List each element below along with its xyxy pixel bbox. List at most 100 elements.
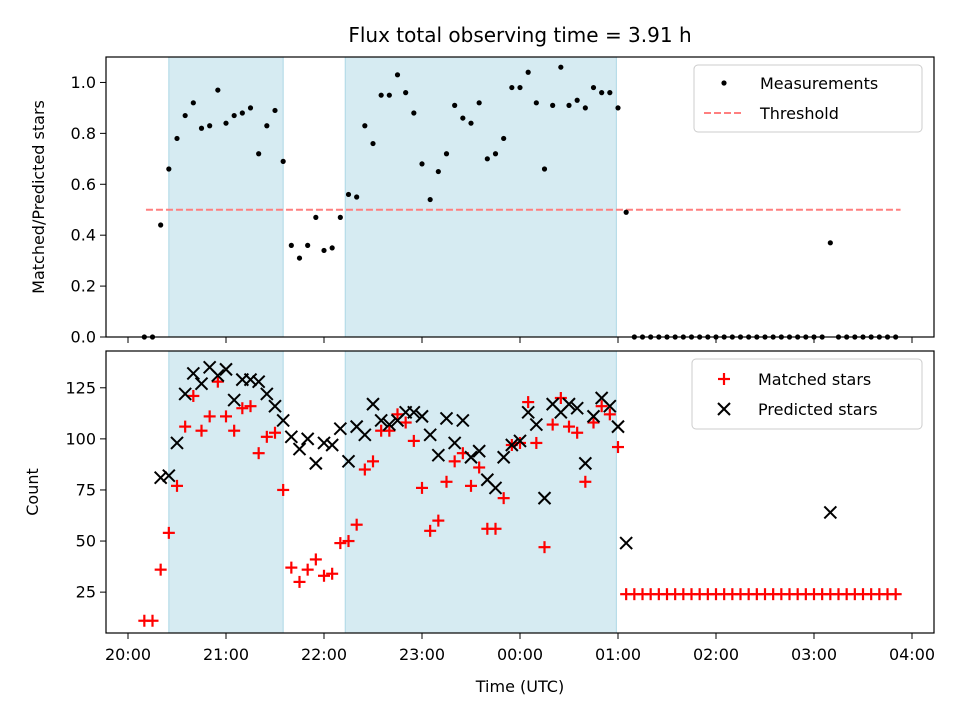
ratio-panel-y-ticks: 0.0 0.2 0.4 0.6 0.8 1.0 — [71, 73, 106, 347]
predicted-stars-point-21 — [317, 436, 331, 450]
predicted-stars-point-17 — [284, 430, 299, 444]
measurements-point-20 — [296, 255, 303, 261]
measurements-point-8 — [198, 125, 205, 131]
matched-stars-point-16 — [260, 430, 273, 443]
predicted-stars-point-32 — [407, 405, 421, 420]
matched-stars-point-15 — [252, 447, 265, 460]
matched-stars-point-52 — [554, 392, 567, 404]
measurements-point-38 — [443, 151, 450, 157]
legend-measurements-marker — [721, 80, 727, 86]
matched-stars-point-49 — [530, 436, 543, 449]
matched-stars-point-48 — [522, 396, 535, 409]
matched-stars-point-51 — [546, 418, 559, 431]
shaded-interval-1 — [168, 56, 284, 338]
measurements-point-25 — [337, 214, 343, 220]
matched-stars-point-27 — [350, 518, 363, 531]
predicted-stars-point-44 — [505, 438, 519, 452]
ratio-panel-legend: Measurements Threshold — [693, 64, 923, 133]
measurements-point-58 — [607, 90, 613, 96]
measurements-point-37 — [435, 168, 441, 175]
ratio-panel: 0.0 0.2 0.4 0.6 0.8 1.0 Matched/Predicted sta… — [29, 56, 935, 347]
legend-predicted-label: Predicted stars — [758, 400, 878, 419]
y-tick-label: 25 — [76, 583, 96, 602]
count-panel-shaded-intervals — [168, 350, 617, 634]
predicted-stars-point-23 — [333, 421, 348, 436]
matched-stars-point-53 — [563, 420, 575, 433]
matched-stars-point-11 — [220, 410, 232, 423]
y-tick-label: 0.4 — [71, 226, 96, 245]
y-tick-label: 75 — [76, 480, 96, 499]
predicted-stars-point-28 — [374, 413, 388, 428]
measurements-point-4 — [166, 166, 172, 172]
predicted-stars-point-15 — [268, 399, 282, 413]
measurements-point-47 — [517, 84, 523, 91]
predicted-stars-point-57 — [611, 419, 625, 434]
predicted-stars-point-8 — [211, 368, 225, 383]
ratio-panel-x-ticks — [127, 337, 913, 343]
measurements-point-17 — [272, 107, 278, 114]
x-tick-label: 23:00 — [399, 645, 445, 664]
x-tick-label: 03:00 — [791, 645, 837, 664]
predicted-stars-point-46 — [521, 405, 535, 420]
measurements-point-28 — [362, 123, 368, 129]
predicted-stars-point-47 — [529, 417, 544, 432]
legend-matched-marker — [718, 373, 730, 385]
predicted-stars-point-52 — [570, 401, 584, 415]
measurements-point-7 — [190, 100, 196, 106]
predicted-stars-point-19 — [300, 432, 315, 446]
x-tick-label: 02:00 — [693, 645, 739, 664]
matched-stars-point-32 — [391, 408, 404, 421]
ratio-panel-marks — [141, 64, 901, 340]
matched-stars-point-39 — [448, 455, 461, 468]
measurements-point-39 — [452, 102, 458, 108]
x-tick-label: 22:00 — [301, 645, 347, 664]
predicted-stars-point-6 — [194, 376, 209, 391]
measurements-point-56 — [590, 84, 597, 91]
measurements-point-30 — [378, 92, 384, 98]
predicted-stars-point-59 — [823, 505, 838, 520]
predicted-stars-point-36 — [439, 411, 454, 426]
measurements-point-23 — [321, 247, 327, 254]
predicted-stars-point-5 — [186, 366, 201, 381]
measurements-point-14 — [247, 105, 254, 111]
measurements-point-31 — [386, 92, 392, 98]
x-tick-label: 01:00 — [595, 645, 641, 664]
predicted-stars-point-10 — [227, 393, 241, 407]
predicted-stars-point-20 — [309, 456, 323, 471]
x-tick-label: 20:00 — [105, 645, 151, 664]
measurements-point-57 — [599, 90, 605, 96]
matched-stars-point-42 — [473, 461, 486, 474]
matched-stars-point-17 — [269, 426, 281, 439]
predicted-stars-point-16 — [276, 413, 290, 428]
measurements-point-52 — [558, 64, 564, 70]
measurements-point-15 — [256, 151, 262, 157]
measurements-point-22 — [313, 214, 319, 220]
matched-stars-point-41 — [465, 479, 477, 492]
measurements-point-60 — [623, 209, 629, 215]
y-tick-label: 125 — [65, 378, 96, 397]
predicted-stars-point-9 — [219, 362, 233, 377]
matched-stars-point-20 — [293, 575, 306, 588]
matched-stars-point-50 — [538, 541, 551, 554]
matched-stars-point-45 — [497, 492, 510, 505]
legend-threshold-label: Threshold — [759, 104, 839, 123]
matched-stars-point-59 — [612, 441, 624, 454]
matched-stars-point-28 — [358, 463, 371, 476]
matched-stars-point-34 — [407, 434, 420, 447]
count-panel-legend: Matched stars Predicted stars — [691, 358, 923, 430]
matched-stars-point-5 — [171, 479, 183, 492]
predicted-stars-point-1 — [153, 470, 168, 485]
measurements-point-45 — [501, 135, 507, 142]
predicted-stars-point-37 — [447, 436, 462, 450]
matched-stars-point-22 — [309, 553, 322, 566]
matched-stars-point-35 — [416, 481, 428, 494]
shaded-interval-2 — [344, 350, 617, 634]
predicted-stars-point-35 — [431, 448, 446, 462]
ratio-panel-y-axis-label: Matched/Predicted stars — [29, 100, 48, 294]
predicted-stars-point-29 — [382, 417, 397, 432]
matched-stars-point-6 — [179, 420, 192, 433]
matched-stars-point-8 — [195, 424, 208, 437]
measurements-point-26 — [345, 191, 352, 198]
predicted-stars-point-2 — [162, 468, 176, 483]
predicted-stars-point-18 — [292, 442, 307, 456]
